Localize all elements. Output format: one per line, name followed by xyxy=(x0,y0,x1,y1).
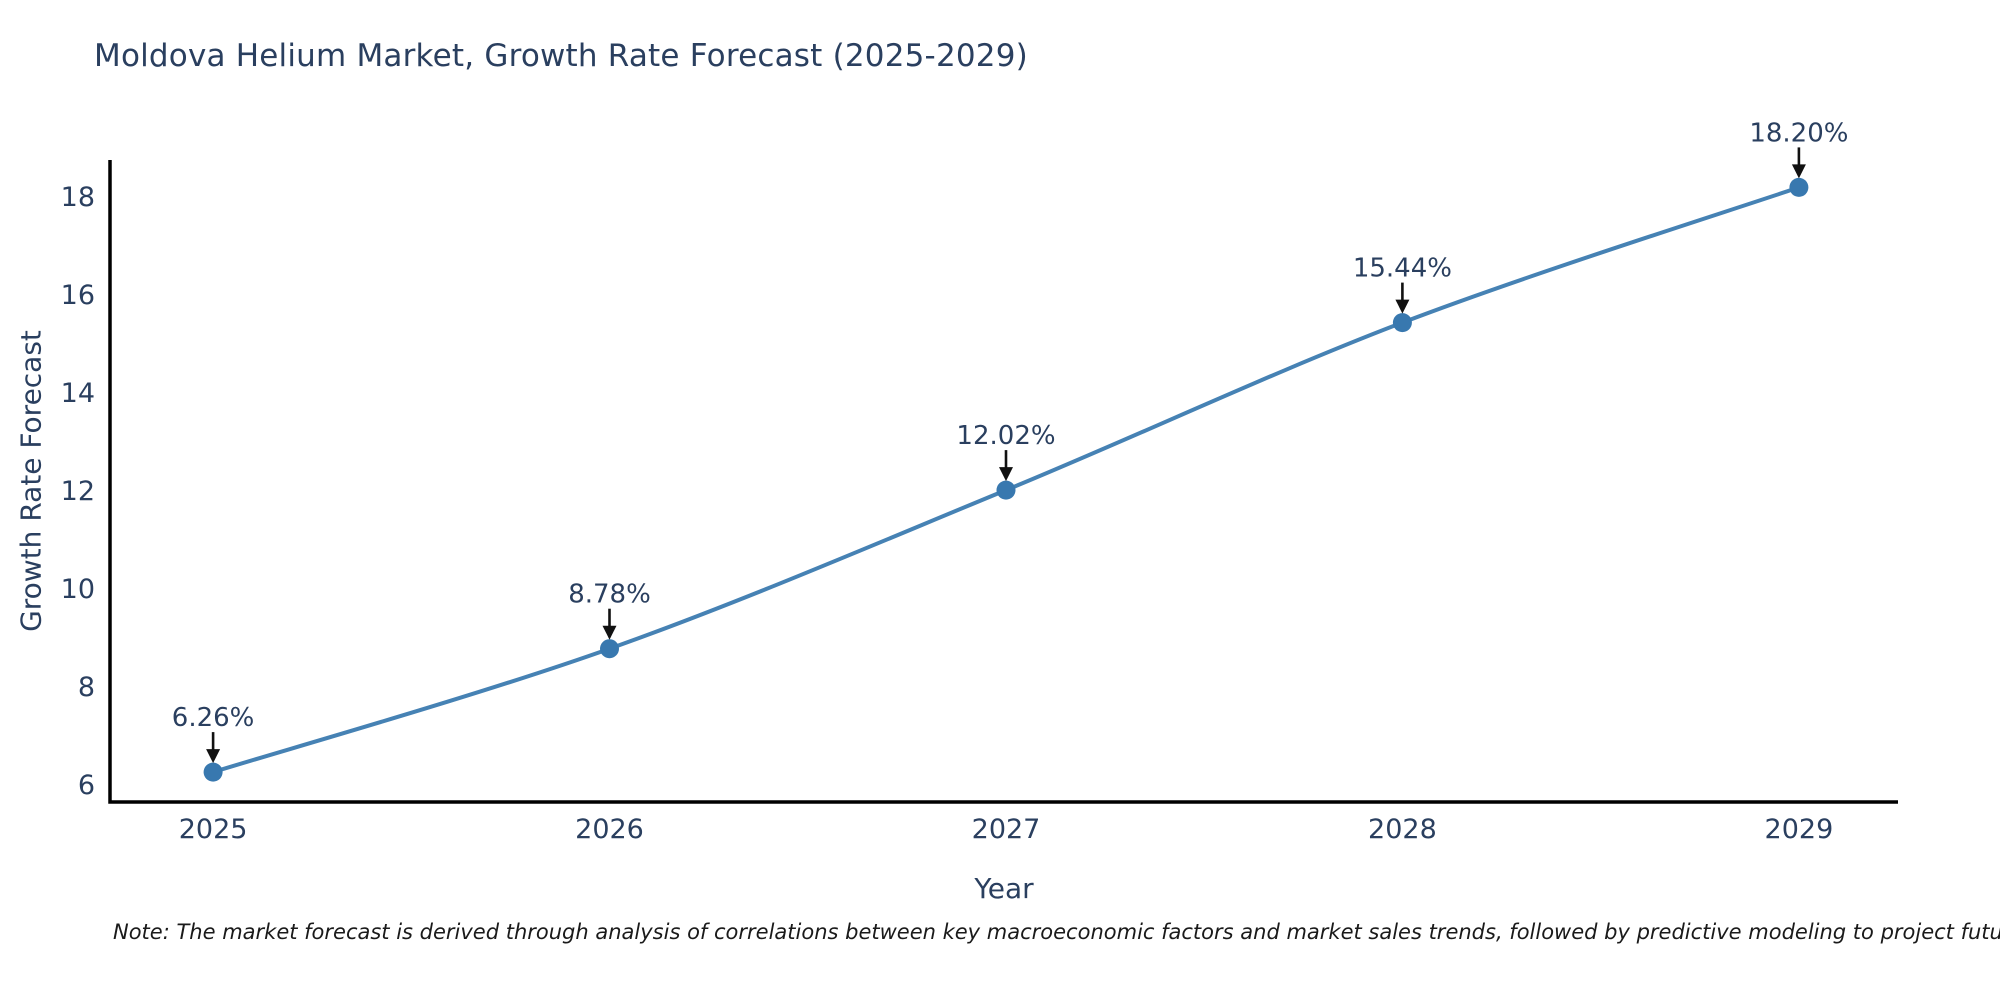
y-tick-label: 12 xyxy=(61,476,95,507)
chart-title: Moldova Helium Market, Growth Rate Forec… xyxy=(94,38,1028,74)
data-point xyxy=(996,480,1016,500)
annotation-arrow-head xyxy=(999,467,1013,482)
footnote: Note: The market forecast is derived thr… xyxy=(113,920,2000,944)
data-point xyxy=(1392,313,1412,333)
x-tick-label: 2027 xyxy=(972,814,1041,845)
point-annotation-label: 6.26% xyxy=(172,703,255,733)
annotation-arrow-head xyxy=(602,625,617,640)
point-annotation-label: 15.44% xyxy=(1353,254,1452,284)
point-annotation-label: 12.02% xyxy=(956,421,1055,451)
x-tick-label: 2028 xyxy=(1368,814,1437,845)
point-annotation-label: 18.20% xyxy=(1749,118,1848,148)
x-tick-label: 2029 xyxy=(1765,814,1834,845)
data-point xyxy=(600,639,619,659)
y-tick-label: 6 xyxy=(78,770,95,801)
y-tick-label: 8 xyxy=(78,672,95,703)
x-tick-label: 2026 xyxy=(575,814,644,845)
y-tick-label: 16 xyxy=(61,280,95,311)
y-tick-label: 10 xyxy=(61,574,95,605)
data-point xyxy=(1789,177,1809,197)
y-tick-label: 18 xyxy=(61,182,95,213)
point-annotation-label: 8.78% xyxy=(568,580,651,610)
x-axis-title: Year xyxy=(974,872,1034,905)
y-tick-label: 14 xyxy=(61,378,95,409)
x-tick-label: 2025 xyxy=(179,814,248,845)
annotation-arrow-head xyxy=(1395,299,1410,314)
annotation-arrow-head xyxy=(1791,164,1806,179)
data-point xyxy=(203,762,223,782)
axis-spines xyxy=(108,160,1898,804)
annotation-arrow-head xyxy=(206,749,221,764)
